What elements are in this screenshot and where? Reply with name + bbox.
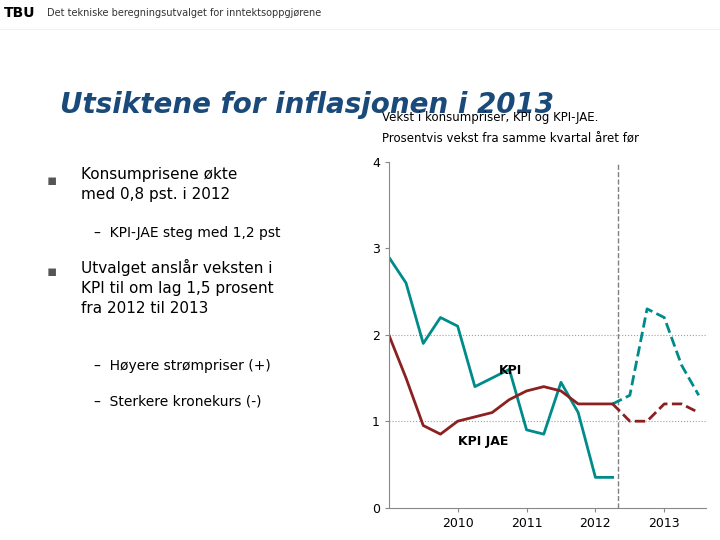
Text: Prosentvis vekst fra samme kvartal året før: Prosentvis vekst fra samme kvartal året … xyxy=(382,132,639,145)
Text: KPI: KPI xyxy=(499,363,522,377)
Text: ▪: ▪ xyxy=(46,173,57,187)
Text: –  KPI-JAE steg med 1,2 pst: – KPI-JAE steg med 1,2 pst xyxy=(94,226,281,240)
Text: –  Sterkere kronekurs (-): – Sterkere kronekurs (-) xyxy=(94,395,262,409)
Text: Det tekniske beregningsutvalget for inntektsoppgjørene: Det tekniske beregningsutvalget for innt… xyxy=(47,8,321,18)
Text: Konsumprisene økte
med 0,8 pst. i 2012: Konsumprisene økte med 0,8 pst. i 2012 xyxy=(81,167,237,202)
Text: Utsiktene for inflasjonen i 2013: Utsiktene for inflasjonen i 2013 xyxy=(60,91,554,119)
Text: Vekst i konsumpriser, KPI og KPI-JAE.: Vekst i konsumpriser, KPI og KPI-JAE. xyxy=(382,111,598,124)
Text: –  Høyere strømpriser (+): – Høyere strømpriser (+) xyxy=(94,359,271,373)
Text: KPI JAE: KPI JAE xyxy=(458,435,508,448)
Text: ▪: ▪ xyxy=(46,265,57,279)
Text: Utvalget anslår veksten i
KPI til om lag 1,5 prosent
fra 2012 til 2013: Utvalget anslår veksten i KPI til om lag… xyxy=(81,259,273,316)
Text: TBU: TBU xyxy=(4,6,35,21)
